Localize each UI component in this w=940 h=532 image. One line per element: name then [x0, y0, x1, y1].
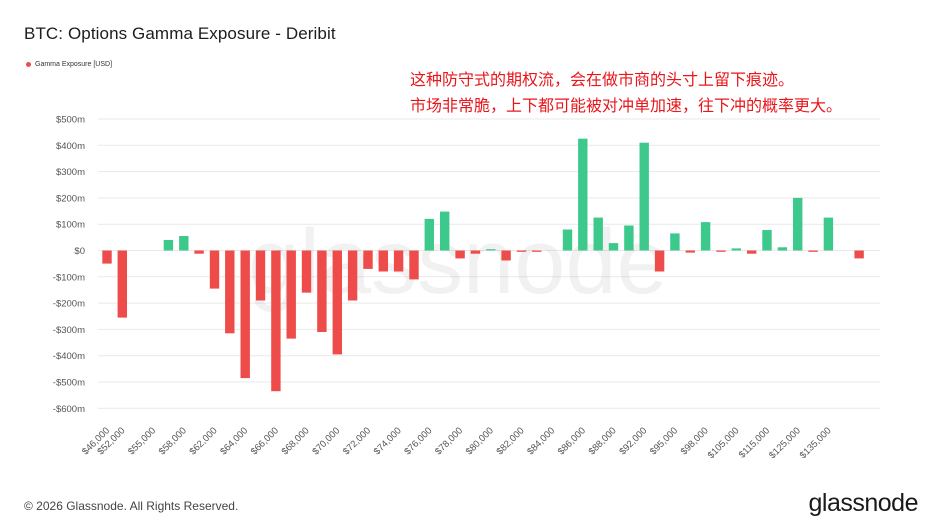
y-tick-label: $400m [56, 141, 85, 152]
bar [163, 240, 174, 251]
x-tick-label: $55,000 [126, 425, 158, 457]
x-tick-label: $115,000 [737, 425, 772, 460]
bar [593, 217, 603, 251]
bar [440, 211, 450, 251]
bar [762, 230, 772, 251]
annotation: 这种防守式的期权流，会在做市商的头寸上留下痕迹。 市场非常脆，上下都可能被对冲单… [410, 67, 842, 119]
x-tick-label: $66,000 [249, 425, 281, 457]
annotation-line-2: 市场非常脆，上下都可能被对冲单加速，往下冲的概率更大。 [410, 96, 843, 115]
x-tick-label: $68,000 [280, 425, 312, 457]
legend-swatch [26, 62, 31, 67]
bar [317, 250, 327, 332]
x-tick-label: $135,000 [798, 425, 834, 461]
chart-title: BTC: Options Gamma Exposure - Deribit [24, 24, 336, 43]
bar [117, 250, 127, 318]
x-tick-label: $78,000 [433, 425, 465, 457]
bar [271, 250, 281, 392]
y-tick-label: $200m [56, 193, 85, 204]
y-tick-label: -$200m [53, 299, 85, 310]
bar [747, 250, 757, 254]
bar [516, 250, 527, 252]
x-tick-label: $125,000 [767, 425, 803, 461]
x-tick-label: $82,000 [495, 425, 527, 457]
x-tick-label: $74,000 [372, 425, 404, 457]
annotation-line-1: 这种防守式的期权流，会在做市商的头寸上留下痕迹。 [410, 70, 795, 89]
y-tick-label: $300m [56, 167, 85, 178]
bar [255, 250, 266, 301]
bar [409, 250, 419, 280]
x-tick-label: $105,000 [706, 425, 742, 461]
bar [793, 197, 803, 251]
bar [700, 222, 711, 251]
bar [654, 250, 665, 272]
bar [532, 250, 542, 252]
bar [347, 250, 358, 301]
bar [332, 250, 342, 355]
y-tick-label: -$400m [53, 351, 85, 362]
bar [854, 250, 864, 259]
bar [639, 142, 649, 251]
bar [470, 250, 481, 254]
y-tick-label: $0 [74, 246, 85, 257]
bar [424, 218, 434, 251]
bar [808, 250, 818, 252]
bar [286, 250, 296, 339]
brand-logo: glassnode [808, 489, 919, 517]
x-tick-label: $70,000 [310, 425, 342, 457]
bar [378, 250, 388, 272]
bar [624, 225, 634, 251]
bar [685, 250, 695, 253]
bar [301, 250, 312, 293]
bar [102, 250, 112, 264]
bar [501, 250, 511, 261]
x-tick-label: $58,000 [157, 425, 189, 457]
x-tick-label: $86,000 [556, 425, 588, 457]
bar [194, 250, 204, 254]
bar [670, 233, 680, 251]
bar [608, 243, 619, 251]
bar [716, 250, 726, 252]
bar [363, 250, 373, 269]
x-tick-label: $95,000 [648, 425, 680, 457]
x-tick-label: $72,000 [341, 425, 373, 457]
y-tick-label: -$100m [53, 272, 85, 283]
bar [777, 247, 788, 251]
bar [225, 250, 235, 334]
x-tick-label: $80,000 [464, 425, 496, 457]
x-tick-label: $88,000 [587, 425, 619, 457]
x-tick-label: $62,000 [188, 425, 220, 457]
footer-copyright: © 2026 Glassnode. All Rights Reserved. [24, 499, 239, 513]
bar [486, 249, 496, 251]
bar [823, 217, 834, 251]
legend[interactable]: Gamma Exposure [USD] [26, 61, 112, 68]
bar [562, 229, 573, 251]
y-tick-label: -$500m [53, 378, 85, 389]
x-tick-label: $84,000 [525, 425, 557, 457]
bar [578, 138, 588, 251]
x-tick-label: $76,000 [402, 425, 434, 457]
bar [209, 250, 220, 289]
bar [731, 248, 741, 251]
bar [179, 236, 189, 251]
x-tick-label: $64,000 [218, 425, 250, 457]
y-tick-label: -$600m [53, 404, 85, 415]
x-tick-label: $92,000 [617, 425, 649, 457]
bar [455, 250, 465, 259]
y-tick-label: $100m [56, 220, 85, 231]
y-tick-label: $500m [56, 115, 85, 126]
legend-label: Gamma Exposure [USD] [35, 61, 113, 68]
y-tick-label: -$300m [53, 325, 85, 336]
bar [240, 250, 250, 379]
bar [393, 250, 404, 272]
